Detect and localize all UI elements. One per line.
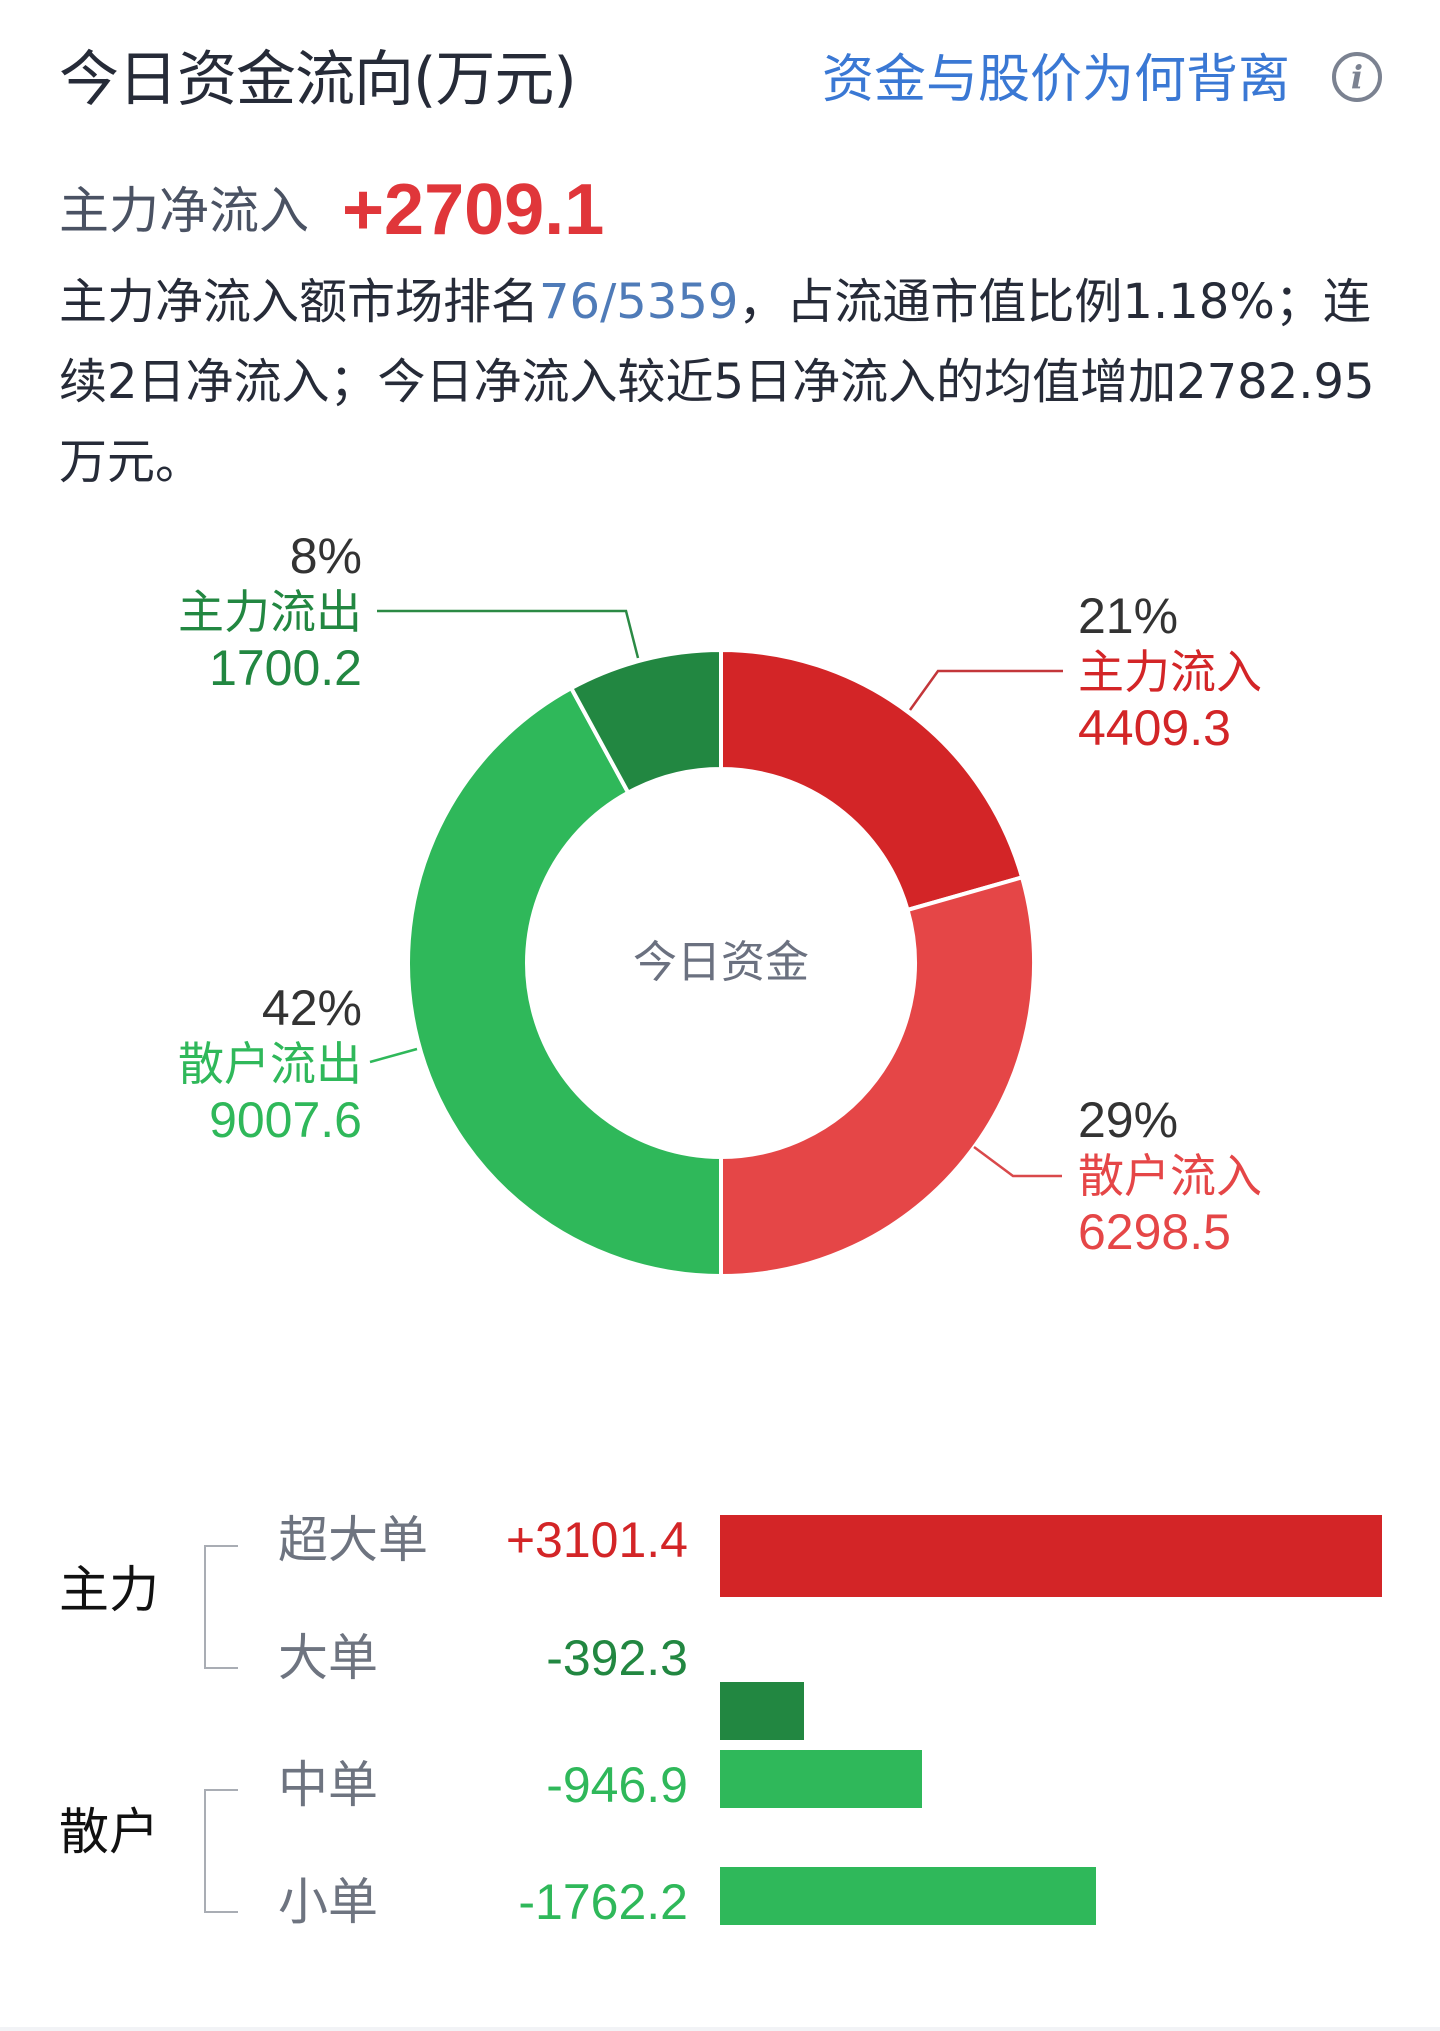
market-rank: 76/5359 (539, 274, 739, 330)
bar-large (720, 1682, 804, 1740)
label-pct: 21% (1078, 588, 1179, 644)
label-retail-inflow: 29% 散户流入 6298.5 (1078, 1092, 1262, 1260)
fund-flow-summary: 主力净流入额市场排名76/5359，占流通市值比例1.18%；连续2日净流入；今… (59, 262, 1399, 502)
label-name: 主力流入 (1078, 645, 1262, 699)
label-pct: 42% (261, 980, 362, 1036)
donut-segment-1 (719, 874, 1037, 1279)
donut-center-label: 今日资金 (633, 937, 809, 988)
group-bracket-retail (204, 1789, 238, 1913)
group-bracket-main (204, 1545, 238, 1669)
group-label-main: 主力 (59, 1561, 159, 1619)
row-label-large: 大单 (278, 1629, 378, 1687)
summary-text-1: 主力净流入额市场排名 (59, 274, 540, 330)
label-name: 散户流出 (178, 1037, 362, 1091)
leader-line-main-outflow (377, 609, 640, 659)
label-name: 散户流入 (1078, 1149, 1262, 1203)
label-pct: 29% (1078, 1092, 1179, 1148)
donut-segment-3 (568, 647, 723, 796)
row-label-medium: 中单 (278, 1756, 378, 1814)
row-value-medium: -946.9 (546, 1757, 688, 1813)
label-value: 4409.3 (1078, 700, 1231, 756)
label-pct: 8% (289, 528, 362, 584)
bottom-divider (0, 2027, 1440, 2031)
main-net-inflow-label: 主力净流入 (59, 182, 309, 240)
row-value-extra-large: +3101.4 (505, 1512, 688, 1568)
donut-chart (369, 609, 1063, 1279)
row-value-small: -1762.2 (518, 1874, 688, 1930)
label-value: 6298.5 (1078, 1204, 1231, 1260)
label-retail-outflow: 42% 散户流出 9007.6 (110, 980, 362, 1148)
leader-line-retail-outflow (369, 1047, 418, 1064)
leader-line-main-inflow (908, 669, 1063, 711)
label-value: 9007.6 (209, 1092, 362, 1148)
label-name: 主力流出 (178, 585, 362, 639)
donut-segment-0 (719, 647, 1025, 913)
bar-extra-large (720, 1515, 1382, 1597)
divergence-explanation-link[interactable]: 资金与股价为何背离 (821, 50, 1290, 110)
main-net-inflow-value: +2709.1 (342, 170, 605, 250)
bar-small (720, 1867, 1096, 1925)
bar-medium (720, 1750, 922, 1808)
row-label-small: 小单 (278, 1873, 378, 1931)
label-value: 1700.2 (209, 640, 362, 696)
label-main-inflow: 21% 主力流入 4409.3 (1078, 588, 1262, 756)
label-main-outflow: 8% 主力流出 1700.2 (110, 528, 362, 696)
info-icon[interactable]: i (1332, 52, 1382, 102)
donut-segment-2 (406, 685, 723, 1279)
row-label-extra-large: 超大单 (278, 1511, 428, 1569)
donut-segments (406, 647, 1037, 1279)
page-title: 今日资金流向(万元) (59, 45, 577, 115)
row-value-large: -392.3 (546, 1630, 688, 1686)
group-label-retail: 散户 (59, 1803, 159, 1861)
summary-text-2: ，占流通市值比例1.18%；连续2日净流入；今日净流入较近5日净流入的均值增加2… (59, 274, 1375, 490)
leader-line-retail-inflow (973, 1145, 1062, 1178)
